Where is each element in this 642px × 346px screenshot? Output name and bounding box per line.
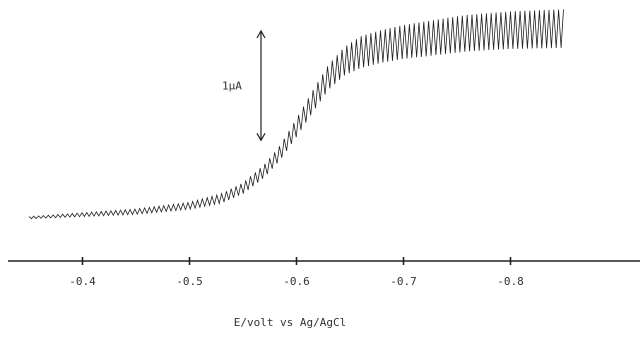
scale-bar-arrow-down [256, 133, 266, 142]
x-tick-label: -0.6 [283, 275, 310, 288]
x-tick-label: -0.7 [390, 275, 417, 288]
current-scale-bar: 1μA [222, 29, 266, 142]
x-axis-title: E/volt vs Ag/AgCl [234, 316, 347, 329]
scale-bar-label: 1μA [222, 80, 242, 93]
x-tick-label: -0.4 [69, 275, 96, 288]
x-axis-ticks: -0.4 -0.5 -0.6 -0.7 -0.8 [69, 257, 524, 288]
current-trace [28, 9, 564, 220]
x-tick-label: -0.8 [497, 275, 524, 288]
series-line [28, 9, 564, 220]
x-tick-label: -0.5 [176, 275, 203, 288]
scale-bar-arrow-up [256, 29, 266, 39]
